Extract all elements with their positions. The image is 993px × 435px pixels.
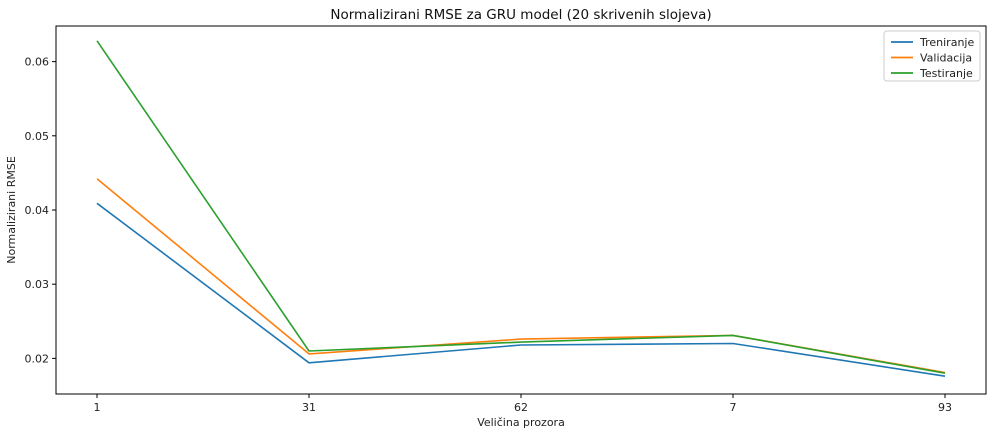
y-tick-label: 0.05	[25, 130, 50, 143]
legend-box	[883, 30, 981, 82]
legend-label-testiranje: Testiranje	[919, 67, 973, 80]
x-tick-label: 7	[730, 401, 737, 414]
y-tick-label: 0.02	[25, 352, 50, 365]
series-line-treniranje	[96, 202, 946, 377]
x-tick-label: 62	[514, 401, 528, 414]
legend: Treniranje Validacija Testiranje	[883, 30, 981, 82]
y-axis-label: Normalizirani RMSE	[5, 156, 18, 264]
y-tick-label: 0.03	[25, 278, 50, 291]
chart-title: Normalizirani RMSE za GRU model (20 skri…	[330, 7, 711, 23]
x-tick-label: 93	[938, 401, 952, 414]
x-tick-label: 1	[94, 401, 101, 414]
plot-frame	[55, 25, 987, 395]
x-tick-label: 31	[302, 401, 316, 414]
series-layer	[96, 40, 946, 377]
x-axis-label: Veličina prozora	[477, 416, 565, 429]
y-tick-label: 0.04	[25, 204, 50, 217]
ticks-layer: 1 31 62 7 93 0.02 0.03 0.04 0.05 0.06	[25, 56, 953, 414]
legend-label-treniranje: Treniranje	[919, 36, 974, 49]
legend-label-validacija: Validacija	[920, 52, 972, 65]
series-line-testiranje	[96, 40, 946, 374]
y-tick-label: 0.06	[25, 56, 50, 69]
